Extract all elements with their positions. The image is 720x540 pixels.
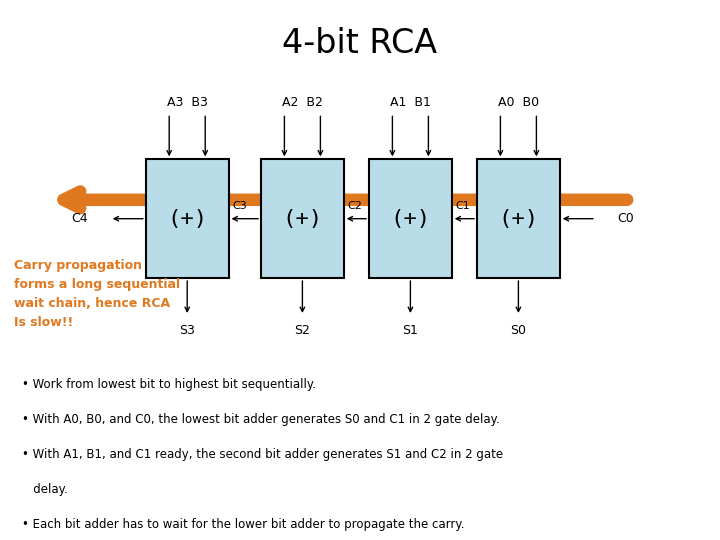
Text: C1: C1 <box>455 200 470 211</box>
Text: Carry propagation
forms a long sequential
wait chain, hence RCA
Is slow!!: Carry propagation forms a long sequentia… <box>14 259 181 329</box>
Text: delay.: delay. <box>22 483 68 496</box>
Text: S1: S1 <box>402 324 418 337</box>
Text: • With A0, B0, and C0, the lowest bit adder generates S0 and C1 in 2 gate delay.: • With A0, B0, and C0, the lowest bit ad… <box>22 413 500 426</box>
Text: A2  B2: A2 B2 <box>282 96 323 109</box>
Text: C4: C4 <box>71 212 89 225</box>
Text: A0  B0: A0 B0 <box>498 96 539 109</box>
Text: (+): (+) <box>498 208 539 229</box>
Bar <box>261 159 344 278</box>
Text: (+): (+) <box>167 208 207 229</box>
Text: S3: S3 <box>179 324 195 337</box>
Text: 4-bit RCA: 4-bit RCA <box>282 27 438 60</box>
Text: A1  B1: A1 B1 <box>390 96 431 109</box>
Bar <box>477 159 560 278</box>
Text: • With A1, B1, and C1 ready, the second bit adder generates S1 and C2 in 2 gate: • With A1, B1, and C1 ready, the second … <box>22 448 503 461</box>
Text: A3  B3: A3 B3 <box>167 96 207 109</box>
Bar <box>369 159 452 278</box>
Bar <box>145 159 229 278</box>
Text: C2: C2 <box>347 200 362 211</box>
Text: S0: S0 <box>510 324 526 337</box>
Text: C3: C3 <box>232 200 247 211</box>
Text: (+): (+) <box>282 208 323 229</box>
Text: • Each bit adder has to wait for the lower bit adder to propagate the carry.: • Each bit adder has to wait for the low… <box>22 518 464 531</box>
Text: (+): (+) <box>390 208 431 229</box>
Text: • Work from lowest bit to highest bit sequentially.: • Work from lowest bit to highest bit se… <box>22 378 315 391</box>
Text: S2: S2 <box>294 324 310 337</box>
Text: C0: C0 <box>618 212 634 225</box>
